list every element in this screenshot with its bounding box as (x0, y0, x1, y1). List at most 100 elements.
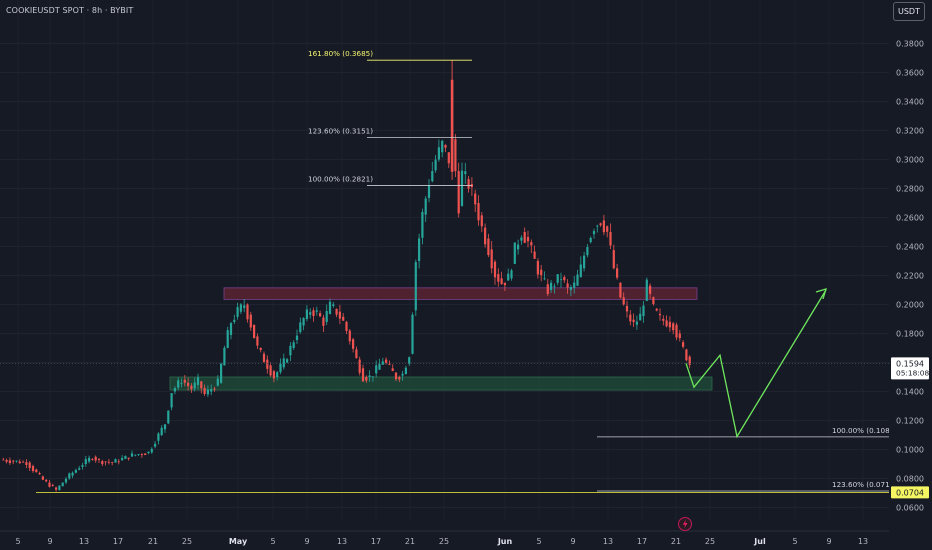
candle (154, 443, 157, 447)
candle (94, 456, 97, 461)
fib-level-label: 100.00% (0.1087) (832, 426, 897, 435)
candle (253, 324, 256, 339)
lightning-icon (682, 519, 688, 529)
candle (210, 389, 213, 392)
candle (167, 410, 170, 424)
time-tick-label: 13 (337, 537, 347, 546)
currency-selector-button[interactable]: USDT (893, 2, 925, 21)
candle (160, 427, 163, 435)
time-tick-label: 5 (15, 537, 20, 546)
candle (269, 365, 272, 376)
candle (259, 348, 262, 350)
candle (592, 231, 596, 235)
candle (487, 238, 490, 256)
candle (520, 237, 523, 241)
time-tick-label: May (229, 537, 248, 546)
candle (130, 453, 134, 457)
candle (309, 312, 312, 315)
candle (272, 371, 275, 379)
candle (434, 159, 437, 171)
candle (246, 304, 249, 320)
candle (289, 345, 292, 356)
candle (556, 274, 559, 283)
candle (596, 225, 599, 227)
candle (378, 364, 381, 370)
candle (490, 249, 493, 269)
candle (279, 363, 282, 373)
candle (107, 461, 110, 463)
candle (632, 319, 635, 323)
candle (295, 335, 299, 341)
time-tick-label: 25 (182, 537, 192, 546)
candle (612, 250, 615, 269)
candle (114, 459, 117, 463)
candle (688, 356, 691, 365)
candle (91, 459, 94, 460)
candle (503, 282, 506, 286)
projection-path (685, 289, 827, 439)
candle (134, 454, 137, 456)
candle (355, 349, 358, 359)
candle (408, 357, 411, 364)
candle (401, 373, 404, 376)
candle (332, 304, 335, 306)
candle (678, 333, 681, 339)
price-tick-label: 0.3800 (896, 40, 924, 49)
time-tick-label: 5 (792, 537, 797, 546)
candle (619, 282, 622, 298)
candle (437, 147, 440, 160)
candle (127, 457, 130, 459)
candle (104, 461, 107, 463)
candle (203, 387, 206, 394)
time-tick-label: 25 (705, 537, 715, 546)
candle (540, 269, 543, 276)
candle (25, 462, 28, 465)
candle (500, 278, 503, 285)
candle (586, 247, 589, 256)
candle (543, 278, 546, 280)
price-tick-label: 0.2400 (896, 243, 924, 252)
candle (441, 140, 444, 153)
candle (375, 365, 378, 374)
candle (41, 476, 44, 480)
candle (536, 261, 539, 275)
candle (15, 460, 18, 462)
candle (381, 361, 384, 365)
candle (28, 462, 31, 468)
candle (662, 319, 665, 321)
candle (342, 316, 345, 321)
candle (58, 485, 61, 491)
candle (22, 461, 25, 463)
candle (530, 242, 533, 246)
candle (45, 479, 48, 482)
candle (305, 309, 308, 319)
candle (51, 485, 54, 486)
candle (606, 226, 609, 232)
candle (286, 359, 289, 363)
candle (74, 470, 77, 473)
price-axis (889, 0, 932, 550)
time-tick-label: 17 (113, 537, 123, 546)
candle (649, 285, 652, 294)
current-price-badge[interactable] (891, 357, 929, 380)
candle (609, 232, 612, 246)
candle (497, 274, 500, 282)
candle (78, 468, 81, 470)
candle (388, 363, 391, 365)
candle (137, 454, 140, 456)
candle (239, 304, 242, 312)
price-tick-label: 0.3200 (896, 127, 924, 136)
candle (477, 203, 480, 221)
candle (147, 451, 150, 453)
price-tick-label: 0.3000 (896, 156, 924, 165)
candle (645, 279, 648, 301)
candle (414, 262, 417, 311)
candle (510, 270, 513, 279)
candle (507, 273, 510, 281)
candle (299, 322, 302, 333)
candle (675, 324, 678, 338)
candle (193, 382, 196, 389)
candle (68, 473, 71, 479)
